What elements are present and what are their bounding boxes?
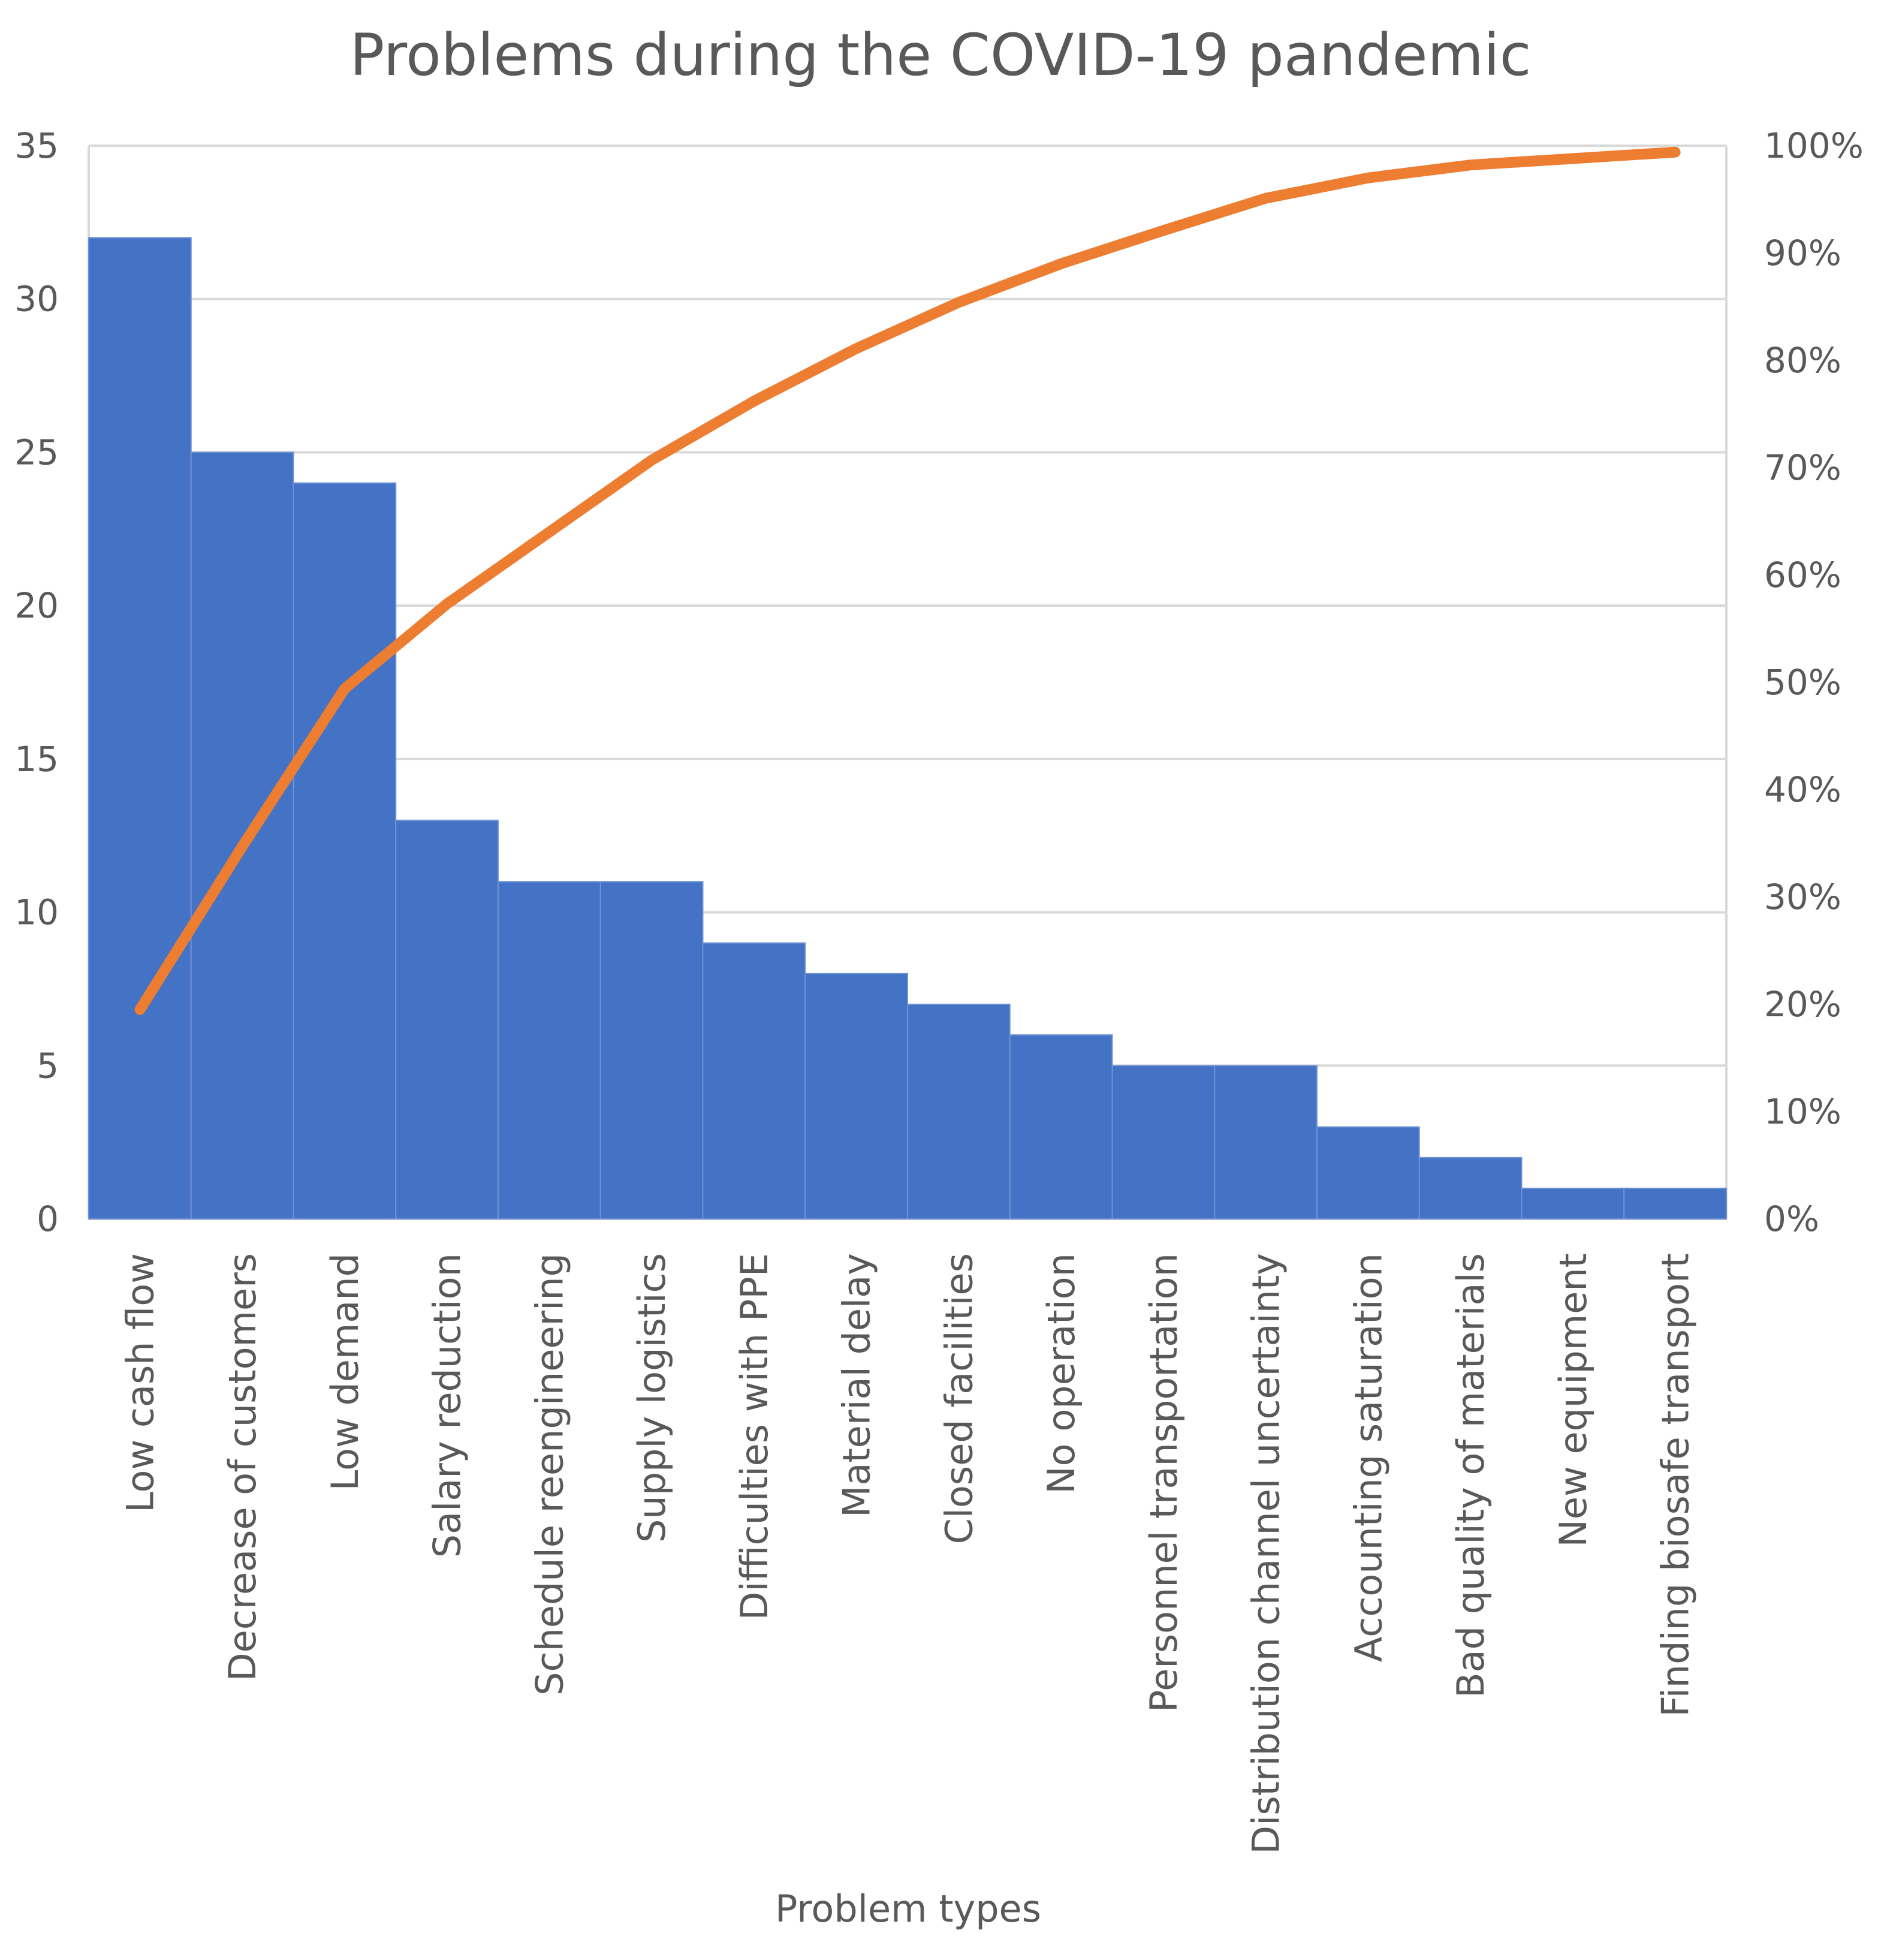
category-label: No operation [1039,1253,1083,1494]
bar [88,237,192,1220]
category-label: Finding biosafe transport [1654,1253,1698,1717]
category-label: New equipment [1551,1253,1595,1547]
category-label: Decrease of customers [221,1253,264,1681]
right-y-tick-label: 60% [1764,555,1841,595]
bar [1418,1157,1523,1220]
category-label: Closed facilities [937,1253,981,1544]
cumulative-line [134,146,1681,1015]
category-label: Accounting saturation [1346,1253,1390,1662]
right-y-tick-label: 80% [1764,340,1841,381]
left-y-tick-label: 20 [14,585,59,626]
left-y-tick-label: 35 [14,125,59,166]
category-label: Material delay [835,1253,879,1518]
category-label: Low demand [323,1253,367,1491]
chart-title: Problems during the COVID-19 pandemic [350,22,1532,89]
category-label: Schedule reengineering [527,1253,571,1696]
right-y-tick-label: 30% [1764,877,1841,917]
right-y-tick-label: 90% [1764,233,1841,273]
bar [1316,1126,1420,1220]
right-y-tick-label: 40% [1764,769,1841,810]
right-y-axis-ticks: 0% 10% 20% 30% 40% 50% 60% 70% 80% 90% 100% [1764,125,1864,1239]
bar [293,482,397,1220]
bar [1009,1034,1113,1220]
left-y-tick-label: 30 [14,279,59,320]
x-axis-categories: Low cash flow Decrease of customers Low de… [118,1253,1697,1854]
right-y-tick-label: 20% [1764,984,1841,1025]
left-y-axis-ticks: 0 5 10 15 20 25 30 35 [14,125,59,1239]
right-y-tick-label: 100% [1764,125,1864,166]
bar [395,820,499,1220]
left-y-tick-label: 15 [14,739,59,779]
bar [599,881,704,1220]
right-y-tick-label: 70% [1764,447,1841,488]
cumulative-line-series [134,146,1681,1015]
right-y-tick-label: 0% [1764,1199,1819,1239]
bar [804,973,908,1220]
left-y-tick-label: 0 [37,1199,59,1239]
category-label: Supply logistics [630,1253,674,1543]
bar [907,1004,1011,1220]
bar [1214,1065,1318,1220]
bar [190,451,294,1220]
category-label: Bad quality of materials [1449,1253,1493,1698]
category-label: Salary reduction [426,1253,469,1558]
left-y-tick-label: 10 [14,892,59,933]
bar [498,881,601,1220]
right-y-tick-label: 50% [1764,662,1841,703]
bar [702,942,806,1220]
category-label: Distribution channel uncertainty [1244,1253,1288,1854]
right-y-tick-label: 10% [1764,1091,1841,1132]
bar [1521,1187,1625,1220]
x-axis-title: Problem types [775,1887,1041,1931]
bar-series [88,237,1727,1220]
left-y-tick-label: 25 [14,432,59,472]
left-y-tick-label: 5 [37,1045,59,1086]
category-label: Low cash flow [118,1253,162,1513]
category-label: Difficulties with PPE [732,1253,776,1620]
category-label: Personnel transportation [1142,1253,1186,1712]
bar [1111,1065,1216,1220]
bar [1623,1187,1727,1220]
